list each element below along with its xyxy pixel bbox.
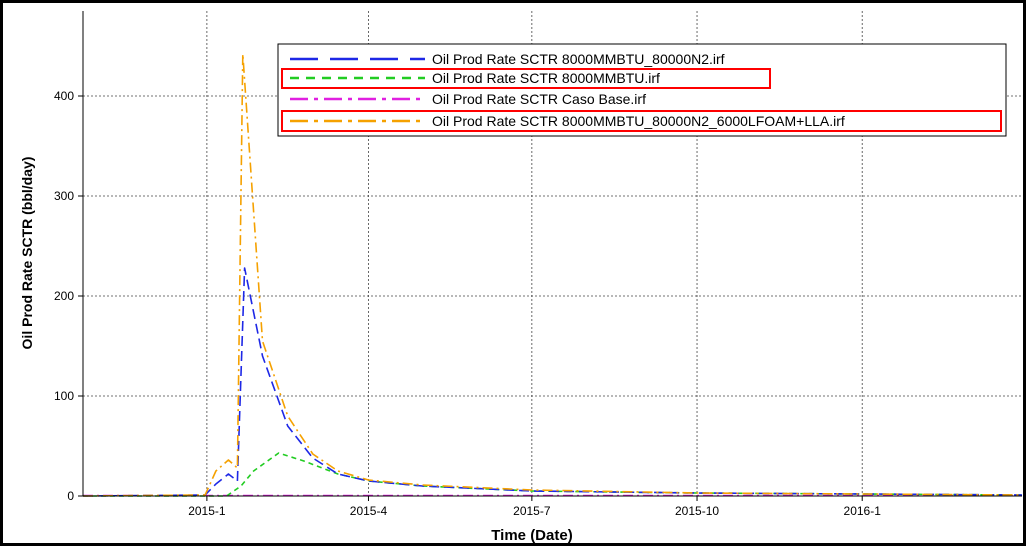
series-line-2 — [83, 452, 1023, 497]
x-tick-label: 2016-1 — [844, 504, 882, 518]
x-axis-label: Time (Date) — [491, 527, 572, 544]
ticks-layer: 2015-1 2015-4 2015-7 2015-10 2016-1 0 100 200 30… — [54, 89, 881, 518]
legend-label-4: Oil Prod Rate SCTR 8000MMBTU_80000N2_600… — [432, 113, 845, 129]
y-tick-label: 0 — [67, 489, 74, 503]
highlight-box-8000mmbtu — [281, 68, 771, 89]
x-tick-label: 2015-10 — [675, 504, 719, 518]
legend-label-1: Oil Prod Rate SCTR 8000MMBTU_80000N2.irf — [432, 51, 725, 67]
y-tick-label: 200 — [54, 289, 74, 303]
y-tick-label: 400 — [54, 89, 74, 103]
x-tick-label: 2015-1 — [188, 504, 226, 518]
series-line-1 — [82, 267, 1023, 497]
highlight-box-lfoam-lla — [281, 110, 1002, 132]
x-tick-label: 2015-7 — [513, 504, 551, 518]
x-tick-label: 2015-4 — [350, 504, 388, 518]
legend-label-2: Oil Prod Rate SCTR 8000MMBTU.irf — [432, 70, 660, 86]
legend-label-3: Oil Prod Rate SCTR Caso Base.irf — [432, 91, 646, 107]
y-axis-label: Oil Prod Rate SCTR (bbl/day) — [19, 157, 35, 350]
y-tick-label: 100 — [54, 389, 74, 403]
series-line-4 — [82, 53, 1023, 497]
y-tick-label: 300 — [54, 189, 74, 203]
legend: Oil Prod Rate SCTR 8000MMBTU_80000N2.irf… — [277, 43, 1007, 137]
